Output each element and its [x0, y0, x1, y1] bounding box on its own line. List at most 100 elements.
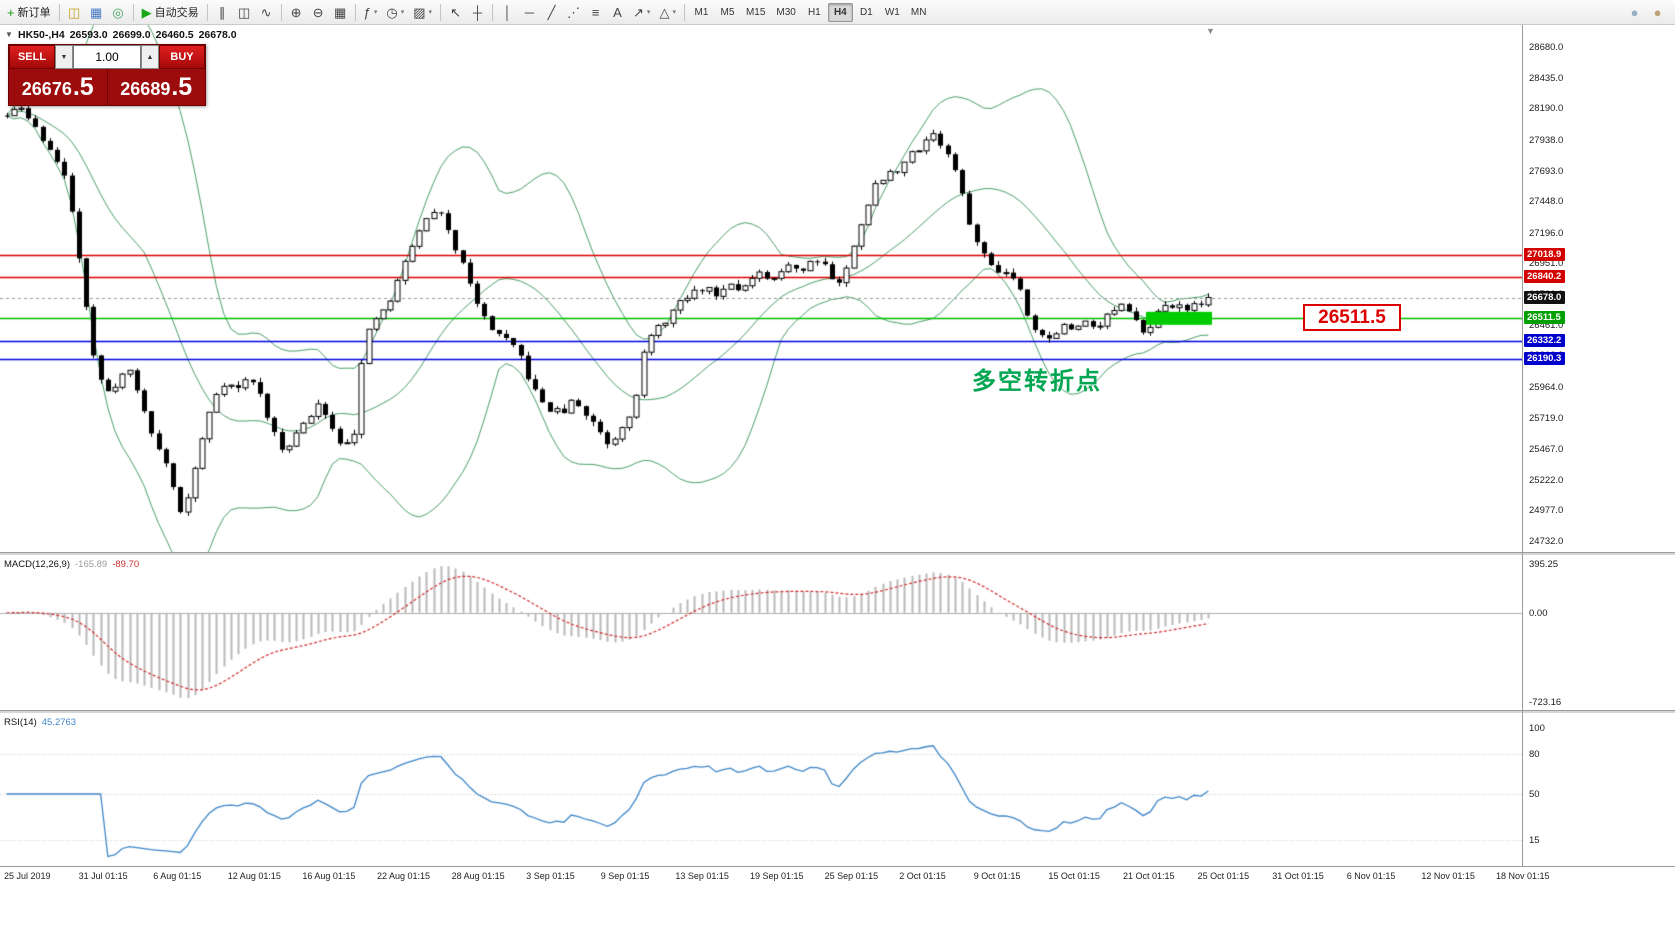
time-scale[interactable]: 25 Jul 2019 31 Jul 01:15 6 Aug 01:15 12 Aug… — [0, 868, 1675, 885]
text-button[interactable]: A — [607, 2, 628, 23]
arrows-icon: ↗ — [633, 4, 644, 20]
horizontal-line-button[interactable]: ─ — [519, 2, 540, 23]
volume-decrease-button[interactable]: ▼ — [55, 45, 73, 69]
line-chart-icon: ∿ — [260, 4, 272, 20]
templates-button[interactable]: ▨ ▾ — [409, 2, 436, 23]
x-axis-label: 12 Aug 01:15 — [227, 871, 281, 881]
y-axis-label: 28680.0 — [1529, 42, 1564, 53]
cursor-button[interactable]: ↖ — [445, 2, 466, 23]
rsi-scale[interactable]: 100 80 50 15 — [1523, 714, 1675, 866]
timeframe-m1-button[interactable]: M1 — [694, 6, 709, 18]
arrows-button[interactable]: ↗ ▾ — [629, 2, 654, 23]
fibonacci-button[interactable]: ≡ — [585, 2, 606, 23]
templates-icon: ▨ — [413, 4, 426, 20]
line-chart-button[interactable]: ∿ — [256, 2, 277, 23]
volume-input[interactable] — [73, 45, 141, 69]
x-axis-label: 19 Sep 01:15 — [750, 871, 804, 881]
buy-price-button[interactable]: 26689 .5 — [108, 69, 206, 105]
price-marker-badge: 26332.2 — [1524, 333, 1566, 347]
one-click-panel-toggle[interactable]: ▼ — [5, 30, 13, 39]
candlestick-chart-button[interactable]: ◫ — [234, 2, 255, 23]
bar-chart-button[interactable]: ∥ — [212, 2, 233, 23]
toolbar-separator — [354, 3, 356, 21]
price-marker-badge: 26840.2 — [1524, 270, 1566, 284]
macd-scale-label: 0.00 — [1529, 607, 1548, 619]
tile-windows-button[interactable]: ▦ — [330, 2, 351, 23]
channel-button[interactable]: ⋰ — [563, 2, 584, 23]
volume-increase-button[interactable]: ▲ — [141, 45, 159, 69]
x-axis-label: 3 Sep 01:15 — [526, 871, 575, 881]
timeframe-m30-button[interactable]: M30 — [776, 6, 796, 18]
buy-button[interactable]: BUY — [159, 45, 205, 69]
chat-button[interactable]: ● — [1624, 2, 1645, 23]
turning-point-annotation[interactable]: 多空转折点 — [972, 368, 1102, 395]
new-order-button[interactable]: + 新订单 — [3, 2, 55, 23]
timeframe-h1-button[interactable]: H1 — [807, 6, 821, 18]
crosshair-icon: ┼ — [472, 4, 483, 20]
chart-shift-marker[interactable]: ▼ — [1206, 26, 1215, 36]
macd-main-value: -165.89 — [75, 559, 108, 570]
timeframe-d1-button[interactable]: D1 — [859, 6, 873, 18]
vertical-line-button[interactable]: │ — [497, 2, 518, 23]
sell-button[interactable]: SELL — [9, 45, 55, 69]
zoom-in-button[interactable]: ⊕ — [286, 2, 307, 23]
macd-panel-canvas[interactable] — [0, 556, 1522, 710]
rsi-panel-canvas[interactable] — [0, 714, 1522, 866]
x-axis-label: 9 Sep 01:15 — [600, 871, 650, 881]
x-axis-label: 31 Oct 01:15 — [1272, 871, 1324, 881]
price-scale[interactable]: 28680.0 28435.0 28190.0 27938.0 27693.0 27448… — [1523, 25, 1675, 552]
indicators-button[interactable]: ƒ ▾ — [360, 2, 382, 23]
x-axis-label: 15 Oct 01:15 — [1048, 871, 1100, 881]
x-axis-label: 25 Jul 2019 — [4, 871, 51, 881]
x-axis-label: 25 Sep 01:15 — [824, 871, 879, 881]
trendline-button[interactable]: ╱ — [541, 2, 562, 23]
market-watch-button[interactable]: ◫ — [64, 2, 85, 23]
panel-splitter[interactable] — [0, 710, 1675, 714]
chevron-down-icon: ▾ — [646, 9, 651, 16]
x-axis-label: 31 Jul 01:15 — [78, 871, 128, 881]
y-axis-label: 25719.0 — [1529, 412, 1564, 424]
y-axis-label: 24732.0 — [1529, 536, 1564, 547]
timeframe-mn-button[interactable]: MN — [910, 6, 927, 18]
panel-splitter[interactable] — [0, 552, 1675, 556]
x-axis-label: 16 Aug 01:15 — [302, 871, 356, 881]
timeframe-m5-button[interactable]: M5 — [720, 6, 735, 18]
periods-button[interactable]: ◷ ▾ — [382, 2, 408, 23]
price-chart-canvas[interactable] — [0, 25, 1522, 552]
price-marker-badge: 27018.9 — [1524, 247, 1566, 261]
y-axis-label: 28190.0 — [1529, 103, 1564, 115]
zoom-out-button[interactable]: ⊖ — [308, 2, 329, 23]
macd-scale-label: -723.16 — [1529, 697, 1562, 708]
buy-price-pips: .5 — [171, 73, 193, 101]
macd-indicator-label: MACD(12,26,9) -165.89 -89.70 — [4, 559, 139, 570]
toolbar-separator — [492, 3, 494, 21]
x-axis-label: 6 Nov 01:15 — [1346, 871, 1396, 881]
navigator-button[interactable]: ◎ — [108, 2, 129, 23]
macd-scale-label: 395.25 — [1529, 559, 1559, 570]
shapes-button[interactable]: △ ▾ — [655, 2, 680, 23]
timeframe-w1-button[interactable]: W1 — [884, 6, 900, 18]
close-value: 26678.0 — [198, 29, 237, 41]
buy-price: 26689 — [120, 79, 171, 99]
x-axis-label: 18 Nov 01:15 — [1496, 871, 1550, 881]
new-order-button-label: 新订单 — [17, 7, 51, 19]
x-axis-label: 6 Aug 01:15 — [153, 871, 202, 881]
channel-icon: ⋰ — [567, 4, 581, 20]
y-axis-label: 28435.0 — [1529, 72, 1564, 84]
price-marker-badge: 26678.0 — [1524, 290, 1566, 304]
price-marker-badge: 26511.5 — [1524, 311, 1565, 325]
timeframe-h4-button[interactable]: H4 — [827, 2, 853, 22]
chevron-down-icon: ▾ — [672, 9, 676, 16]
price-callout-label[interactable]: 26511.5 — [1303, 304, 1401, 332]
sell-price-button[interactable]: 26676 .5 — [9, 69, 107, 105]
chart-window: 28680.0 28435.0 28190.0 27938.0 27693.0 27448… — [0, 25, 1675, 949]
y-axis-label: 25964.0 — [1529, 381, 1564, 393]
alerts-button[interactable]: ● — [1647, 2, 1668, 23]
auto-trading-button[interactable]: ▶ 自动交易 — [138, 2, 203, 23]
crosshair-button[interactable]: ┼ — [467, 2, 488, 23]
timeframe-m15-button[interactable]: M15 — [745, 6, 766, 18]
one-click-trading-panel: SELL ▼ ▲ BUY 26676 .5 26689 .5 — [8, 44, 206, 106]
macd-scale[interactable]: 395.25 0.00 -723.16 — [1523, 556, 1675, 710]
data-window-button[interactable]: ▦ — [86, 2, 107, 23]
